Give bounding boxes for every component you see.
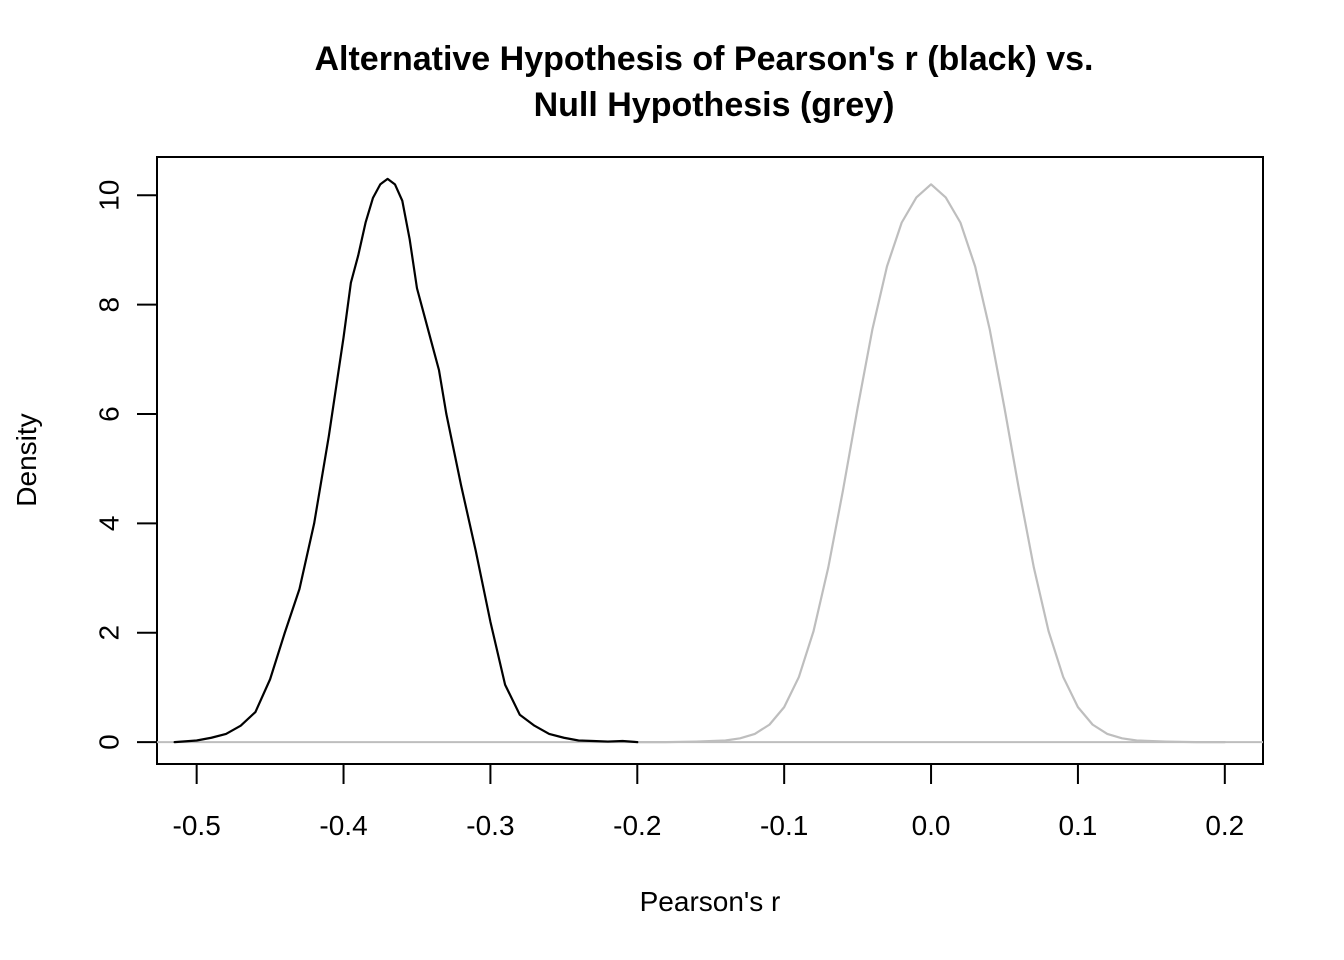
y-tick-label: 6 [94,406,125,422]
null-density-line [636,183,1226,744]
x-axis: -0.5 -0.4 -0.3 -0.2 -0.1 0.0 0.1 0.2 [173,763,1244,841]
alternative-density-line [173,177,639,744]
series-group [173,177,1226,744]
y-axis-label: Density [11,413,42,506]
x-tick-label: 0.2 [1205,810,1244,841]
y-tick-label: 2 [94,625,125,641]
x-tick-label: -0.3 [466,810,514,841]
y-tick-label: 8 [94,297,125,313]
x-tick-label: -0.1 [760,810,808,841]
y-axis: 0 2 4 6 8 10 [94,180,158,750]
x-tick-label: 0.0 [912,810,951,841]
chart-title: Alternative Hypothesis of Pearson's r (b… [314,40,1093,78]
x-tick-label: -0.2 [613,810,661,841]
x-tick-label: 0.1 [1058,810,1097,841]
chart-subtitle: Null Hypothesis (grey) [534,86,895,124]
y-tick-label: 4 [94,516,125,532]
y-tick-label: 10 [94,180,125,211]
x-tick-label: -0.4 [319,810,367,841]
x-tick-label: -0.5 [173,810,221,841]
y-tick-label: 0 [94,734,125,750]
x-axis-label: Pearson's r [640,886,781,917]
plot-box [156,156,1264,765]
